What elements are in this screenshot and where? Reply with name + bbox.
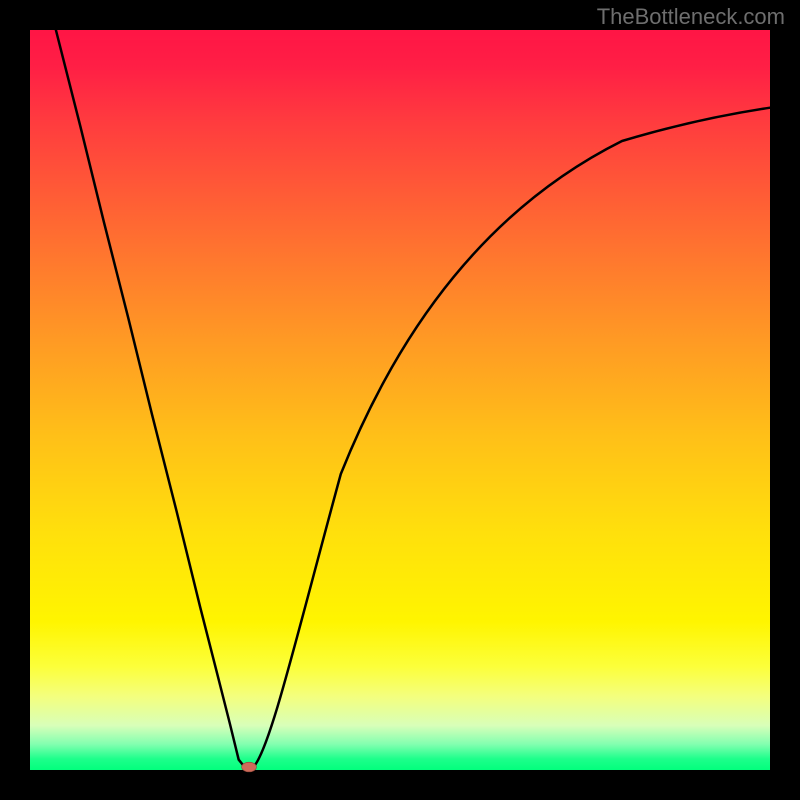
plot-background — [30, 30, 770, 770]
watermark-text: TheBottleneck.com — [597, 4, 785, 29]
bottleneck-chart: TheBottleneck.com — [0, 0, 800, 800]
minimum-marker — [242, 762, 257, 772]
chart-container: TheBottleneck.com — [0, 0, 800, 800]
